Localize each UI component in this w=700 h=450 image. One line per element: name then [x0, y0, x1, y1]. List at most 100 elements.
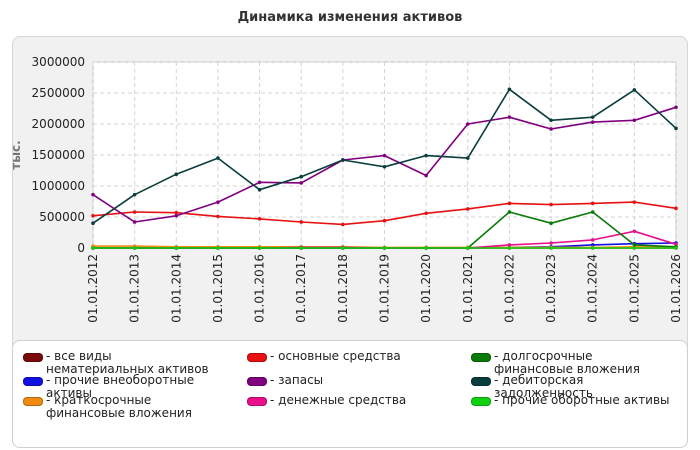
- chart-legend: - все виды нематериальных активов - прочи…: [12, 340, 688, 448]
- series-group: [91, 87, 678, 225]
- legend-item: - краткосрочные финансовые вложения: [23, 394, 223, 420]
- series-lines: [91, 87, 678, 250]
- data-point: [507, 87, 512, 92]
- chart-title: Динамика изменения активов: [237, 10, 463, 25]
- legend-swatch: [247, 377, 267, 386]
- line-chart: 3000000 2500000 2000000 1500000 1000000 50000…: [9, 55, 683, 323]
- x-tick-label: 01.01.2016: [253, 254, 267, 323]
- legend-swatch: [471, 397, 491, 406]
- legend-label: - прочие оборотные активы: [494, 393, 670, 407]
- data-point: [549, 221, 553, 225]
- data-point: [465, 122, 470, 126]
- legend-label: - долгосрочные финансовые вложения: [494, 349, 640, 376]
- x-tick-label: 01.01.2014: [169, 254, 183, 323]
- y-tick-label: 1500000: [32, 148, 85, 162]
- data-point: [382, 164, 387, 169]
- legend-swatch: [471, 377, 491, 386]
- x-tick-label: 01.01.2013: [128, 254, 142, 323]
- data-point: [590, 243, 595, 247]
- data-point: [590, 115, 595, 119]
- data-point: [174, 172, 179, 177]
- data-point: [632, 118, 637, 123]
- data-point: [174, 246, 179, 250]
- data-point: [132, 220, 137, 224]
- data-point: [341, 246, 345, 250]
- data-point: [132, 246, 137, 250]
- y-axis-ticks: 3000000 2500000 2000000 1500000 1000000 50000…: [32, 55, 85, 255]
- data-point: [507, 243, 512, 247]
- data-point: [590, 238, 595, 242]
- data-point: [257, 187, 262, 192]
- data-point: [424, 211, 428, 216]
- data-point: [465, 207, 470, 211]
- legend-item: - запасы: [247, 374, 447, 387]
- data-point: [507, 246, 512, 250]
- x-tick-label: 01.01.2020: [419, 254, 433, 323]
- data-point: [632, 229, 637, 234]
- data-point: [632, 243, 637, 247]
- data-point: [507, 201, 512, 206]
- data-point: [174, 210, 179, 215]
- data-point: [341, 158, 345, 162]
- data-point: [549, 202, 553, 207]
- data-point: [632, 88, 637, 92]
- x-tick-label: 01.01.2017: [294, 254, 308, 323]
- data-point: [299, 246, 304, 250]
- data-point: [91, 221, 95, 225]
- data-point: [465, 156, 470, 160]
- data-point: [465, 246, 470, 250]
- data-point: [632, 246, 637, 250]
- legend-item: - прочие внеоборотные активы: [23, 374, 223, 400]
- legend-label: - денежные средства: [270, 393, 407, 407]
- x-tick-label: 01.01.2023: [544, 254, 558, 323]
- legend-label: - запасы: [270, 373, 324, 387]
- data-point: [382, 218, 387, 223]
- x-tick-label: 01.01.2015: [211, 254, 225, 323]
- data-point: [132, 192, 137, 197]
- series-group: [91, 200, 678, 227]
- data-point: [590, 246, 595, 250]
- legend-swatch: [471, 353, 491, 362]
- y-tick-label: 3000000: [32, 55, 85, 69]
- data-point: [674, 246, 678, 250]
- y-tick-label: 0: [77, 241, 85, 255]
- data-point: [299, 220, 304, 224]
- data-point: [674, 206, 678, 211]
- legend-label: - основные средства: [270, 349, 401, 363]
- x-tick-label: 01.01.2018: [336, 254, 350, 323]
- data-point: [257, 180, 262, 185]
- legend-swatch: [23, 377, 43, 386]
- data-point: [299, 181, 304, 185]
- y-tick-label: 1000000: [32, 179, 85, 193]
- data-point: [382, 246, 387, 250]
- x-tick-label: 01.01.2025: [627, 254, 641, 323]
- legend-swatch: [247, 397, 267, 406]
- y-tick-label: 500000: [39, 210, 85, 224]
- data-point: [549, 241, 553, 245]
- legend-item: - основные средства: [247, 350, 447, 363]
- data-point: [674, 105, 678, 110]
- data-point: [91, 213, 95, 218]
- data-point: [590, 120, 595, 124]
- legend-swatch: [247, 353, 267, 362]
- data-point: [424, 153, 428, 158]
- data-point: [299, 174, 304, 179]
- data-point: [216, 156, 220, 160]
- data-point: [341, 222, 345, 227]
- data-point: [674, 242, 678, 247]
- data-point: [91, 246, 95, 250]
- data-point: [216, 200, 220, 204]
- data-point: [424, 173, 428, 178]
- data-point: [216, 214, 220, 219]
- data-point: [216, 246, 220, 250]
- legend-item: - дебиторская задолженность: [471, 374, 671, 400]
- data-point: [382, 153, 387, 158]
- legend-item: - долгосрочные финансовые вложения: [471, 350, 671, 376]
- data-point: [674, 126, 678, 131]
- legend-item: - все виды нематериальных активов: [23, 350, 223, 376]
- y-axis-label: тыс.: [9, 140, 23, 169]
- legend-label: - все виды нематериальных активов: [46, 349, 209, 376]
- data-point: [632, 200, 637, 204]
- legend-item: - прочие оборотные активы: [471, 394, 671, 407]
- data-point: [132, 210, 137, 214]
